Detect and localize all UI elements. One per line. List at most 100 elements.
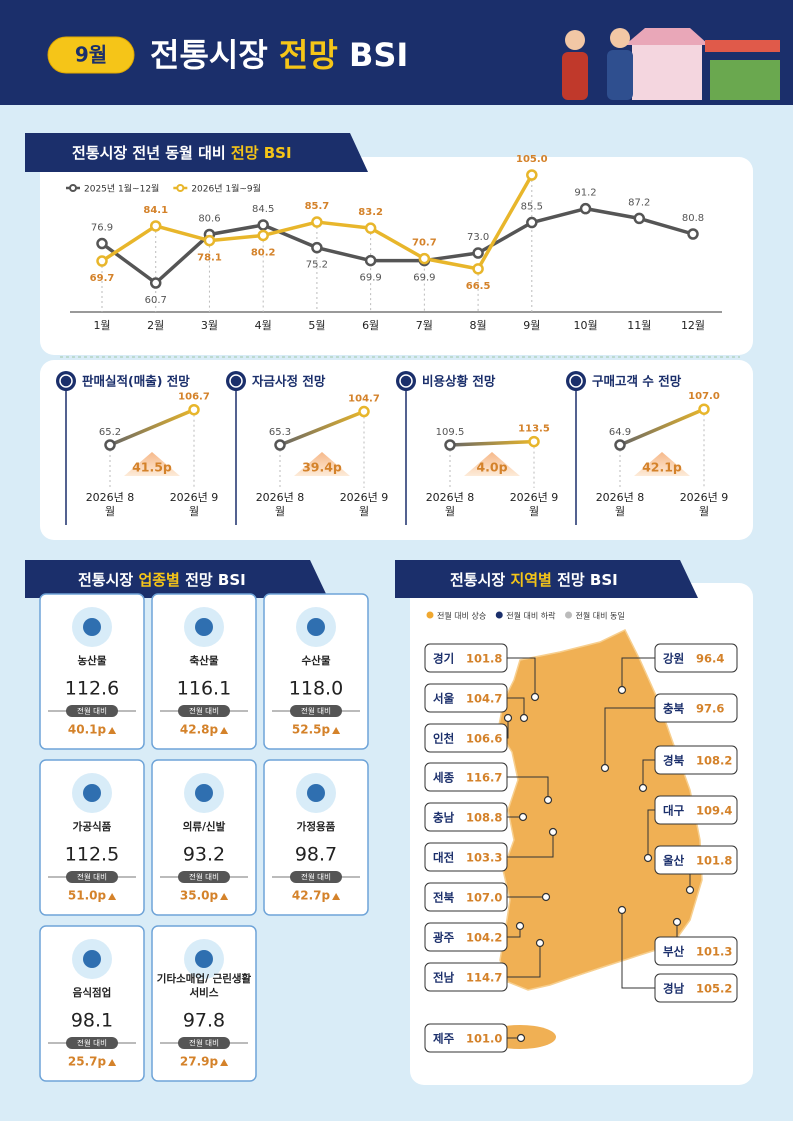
region-name: 대구 [663, 804, 685, 818]
data-label: 85.7 [305, 201, 330, 212]
region-box [654, 973, 738, 1003]
region-dot [530, 692, 540, 702]
change-pill [66, 1037, 118, 1049]
data-point [149, 277, 162, 289]
region-name: 광주 [433, 931, 455, 945]
leader-line [507, 776, 549, 800]
region-dot [516, 1033, 526, 1043]
region-value: 107.0 [466, 891, 502, 905]
data-label: 107.0 [688, 391, 720, 402]
change-pill [66, 705, 118, 717]
x-tick-label: 11월 [627, 319, 651, 332]
title-part: 전통시장 전년 동월 대비 [72, 144, 231, 162]
leader-line [507, 657, 536, 697]
region-box [424, 962, 508, 992]
sector-value: 112.5 [65, 844, 119, 866]
up-arrow [108, 727, 117, 734]
data-label: 85.5 [521, 202, 543, 213]
x-tick-label: 10월 [573, 319, 597, 332]
sector-name: 기타소매업/ 근린생활서비스 [156, 973, 252, 999]
indicator-panel [40, 360, 753, 540]
change-caption: 전월 대비 [189, 1038, 219, 1048]
x-tick-label: 4월 [255, 319, 272, 332]
sector-icon-dot [195, 618, 213, 636]
sector-card [151, 925, 257, 1082]
change-pill [178, 1037, 230, 1049]
title-part: 전통시장 [450, 571, 510, 589]
region-name: 대전 [433, 851, 454, 865]
sector-change: 42.7p [292, 889, 331, 903]
x-tick-label: 5월 [308, 319, 325, 332]
sector-value: 93.2 [183, 844, 225, 866]
data-label: 113.5 [518, 424, 550, 435]
up-arrow [220, 727, 229, 734]
region-dot [600, 763, 610, 773]
region-value: 105.2 [696, 982, 732, 996]
data-point [633, 212, 646, 225]
badge [47, 36, 135, 74]
sector-icon-dot [307, 618, 325, 636]
data-label: 69.9 [413, 273, 435, 284]
data-label: 60.7 [145, 295, 167, 306]
slope-line [619, 407, 705, 447]
data-label: 87.2 [628, 197, 650, 208]
region-value: 103.3 [466, 851, 502, 865]
region-name: 경기 [433, 652, 454, 666]
data-label: 65.3 [269, 427, 291, 438]
data-point [311, 241, 323, 254]
data-label: 80.6 [198, 213, 220, 224]
data-point [364, 254, 377, 267]
region-box [424, 922, 508, 952]
region-name: 전남 [433, 971, 455, 985]
sector-icon-dot [83, 784, 101, 802]
data-label: 84.5 [252, 204, 274, 215]
data-label: 78.1 [197, 253, 222, 264]
data-point [444, 439, 456, 451]
indicator-icon [56, 371, 76, 391]
indicator-icon-ring [59, 374, 73, 388]
indicator-title: 자금사정 전망 [252, 374, 326, 389]
leader-line [621, 910, 655, 989]
region-dot [543, 795, 553, 805]
region-name: 충남 [433, 811, 455, 825]
change-caption: 전월 대비 [77, 872, 107, 882]
region-value: 108.2 [696, 754, 732, 768]
data-label: 80.8 [682, 213, 704, 224]
region-value: 106.6 [466, 732, 502, 746]
change-caption: 전월 대비 [189, 706, 219, 716]
market-illustration [562, 28, 780, 100]
region-value: 101.3 [696, 945, 732, 959]
indicator-title: 판매실적(매출) 전망 [82, 374, 190, 389]
legend-marker [176, 184, 185, 192]
region-dot [685, 885, 695, 895]
sector-icon-dot [195, 784, 213, 802]
x-tick-label: 7월 [416, 319, 433, 332]
leader-line [621, 657, 655, 690]
region-value: 114.7 [466, 971, 502, 985]
region-box [424, 1023, 508, 1053]
legend-label: 2026년 1월~9월 [191, 183, 261, 195]
sector-icon-dot [83, 950, 101, 968]
region-name: 경남 [663, 982, 685, 996]
data-label: 91.2 [574, 188, 596, 199]
change-pill [290, 871, 342, 883]
x-tick-label: 2026년 8월 [85, 491, 135, 518]
sector-name: 가정용품 [296, 821, 336, 833]
title-highlight: 업종별 [138, 571, 179, 589]
sector-change: 27.9p [180, 1055, 219, 1069]
slope-line [449, 439, 535, 447]
sector-name: 축산물 [189, 655, 219, 667]
sector-change: 35.0p [180, 889, 219, 903]
sector-change: 40.1p [68, 723, 107, 737]
indicator-title: 구매고객 수 전망 [592, 374, 682, 389]
change-pill [290, 705, 342, 717]
data-point [526, 216, 538, 229]
x-tick-label: 2026년 8월 [425, 491, 475, 518]
region-box [424, 762, 508, 792]
region-box [654, 693, 738, 723]
region-dot [519, 713, 529, 723]
change-arrow [124, 452, 180, 476]
leader-line [604, 707, 655, 768]
change-caption: 전월 대비 [77, 1038, 107, 1048]
